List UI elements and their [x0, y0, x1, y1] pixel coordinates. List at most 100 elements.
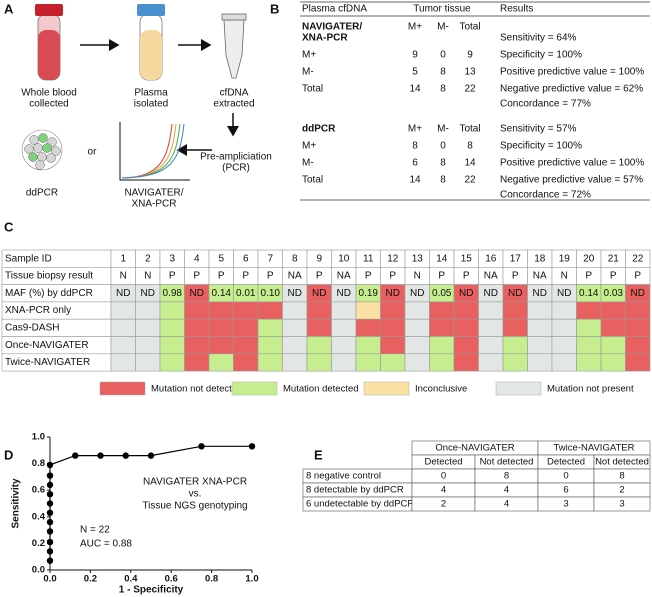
roc-point [198, 443, 205, 450]
grid-cell [135, 353, 161, 372]
cell-text: P [389, 271, 396, 282]
roc-point [46, 461, 54, 469]
step-label: Plasma [134, 88, 168, 99]
cell: 8 [467, 141, 473, 152]
cell-text: 19 [559, 253, 571, 264]
grid-cell [576, 301, 602, 320]
cell-text: 9 [316, 253, 322, 264]
grid-cell [453, 301, 479, 320]
grid-cell [527, 301, 553, 320]
grid-cell [159, 318, 185, 337]
section-title: XNA-PCR [302, 33, 348, 44]
grid-cell [404, 301, 430, 320]
cell: 8 [504, 471, 509, 482]
grid-cell [257, 336, 283, 355]
roc-point [46, 490, 54, 498]
cell-text: 20 [583, 253, 595, 264]
cell-text: ND [116, 288, 130, 299]
cell-text: 10 [338, 253, 350, 264]
row-label: M+ [302, 141, 316, 152]
grid-cell [233, 353, 259, 372]
cell-text: 15 [461, 253, 473, 264]
cell-text: 7 [267, 253, 273, 264]
cell-text: P [512, 271, 519, 282]
grid-cell [478, 336, 504, 355]
cell: 0 [440, 141, 446, 152]
x-tick-label: 1.0 [245, 574, 258, 585]
cell-text: ND [631, 288, 645, 299]
cell-text: 0.14 [579, 288, 599, 299]
row-label: M- [302, 158, 314, 169]
cell-text: 22 [632, 253, 644, 264]
cell-text: 1 [120, 253, 126, 264]
x-tick-label: 0.6 [165, 574, 178, 585]
cell-text: 11 [363, 253, 374, 264]
tube-cap [35, 4, 63, 16]
grid-cell [159, 336, 185, 355]
cell-text: 14 [436, 253, 448, 264]
cell: 8 [412, 141, 418, 152]
grid-cell [380, 353, 406, 372]
header: Tumor tissue [413, 4, 471, 15]
cell-text: 4 [194, 253, 200, 264]
grid-cell [110, 318, 136, 337]
grid-cell [404, 318, 430, 337]
workflow-art [21, 4, 247, 181]
y-tick-label: 0.8 [32, 458, 45, 469]
cell-text: ND [533, 288, 547, 299]
cell-text: ND [557, 288, 571, 299]
column-head: M- [437, 124, 449, 135]
cell: 0 [440, 50, 446, 61]
roc-point [248, 443, 256, 450]
legend-label: Mutation detected [283, 384, 359, 395]
result: Positive predictive value = 100% [500, 67, 644, 78]
roc-point [46, 538, 54, 546]
cell: 8 [440, 175, 446, 186]
result: Negative predictive value = 57% [500, 175, 643, 186]
step-label: isolated [134, 99, 168, 110]
x-tick-label: 0.4 [124, 574, 138, 585]
grid-cell [306, 353, 332, 372]
cell-text: ND [508, 288, 522, 299]
grid-cell [282, 301, 308, 320]
cell-text: 0.19 [359, 288, 379, 299]
cell-text: 3 [169, 253, 175, 264]
cell-text: ND [386, 288, 400, 299]
grid-cell [527, 336, 553, 355]
x-axis-label: 1 - Specificity [119, 585, 184, 596]
cell: 0 [563, 471, 568, 482]
blood [38, 30, 60, 80]
grid-cell [502, 318, 528, 337]
cell-text: P [267, 271, 274, 282]
grid-cell [502, 353, 528, 372]
roc-point [46, 557, 54, 564]
grid-cell [135, 318, 161, 337]
grid-cell [527, 353, 553, 372]
column-head: Detected [547, 457, 585, 468]
grid-cell [184, 336, 210, 355]
grid-cell [453, 353, 479, 372]
cell-text: N [414, 271, 421, 282]
panel-label: E [314, 447, 323, 462]
row-label: Sample ID [5, 253, 52, 264]
row-label: MAF (%) by ddPCR [5, 288, 93, 299]
cell-text: P [242, 271, 249, 282]
y-tick-label: 0.0 [32, 565, 45, 576]
grid-cell [355, 336, 381, 355]
grid-cell [576, 318, 602, 337]
cell-text: P [610, 271, 617, 282]
cell-text: ND [288, 288, 302, 299]
roc-point [46, 528, 54, 535]
column-head: Not detected [480, 457, 534, 468]
cell-text: 8 [292, 253, 298, 264]
table-cell [593, 496, 651, 512]
step-label: (PCR) [222, 163, 250, 174]
step-label: NAVIGATER/ [124, 188, 183, 199]
grid-cell [551, 301, 577, 320]
cell-text: P [218, 271, 225, 282]
legend-swatch [99, 381, 146, 396]
cell: 14 [409, 84, 421, 95]
grid-cell [306, 336, 332, 355]
grid-cell [600, 336, 626, 355]
